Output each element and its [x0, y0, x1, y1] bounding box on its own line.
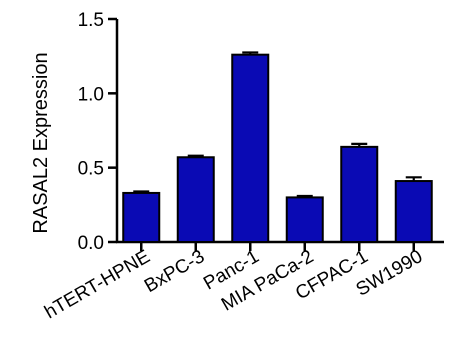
y-tick-label: 0.0	[78, 233, 104, 254]
x-tick-label: BxPC-3	[141, 246, 208, 297]
bar	[122, 191, 161, 244]
y-ticks: 0.0 0.5 1.0 1.5	[78, 10, 117, 254]
bar	[176, 156, 215, 243]
y-tick-label: 0.5	[78, 159, 104, 180]
y-tick-label: 1.0	[78, 84, 104, 105]
bar	[394, 180, 433, 243]
bars	[122, 51, 433, 244]
y-axis-label: RASAL2 Expression	[30, 52, 52, 233]
x-tick-label: hTERT-HPNE	[41, 246, 154, 323]
y-tick-label: 1.5	[78, 10, 104, 31]
bar	[340, 145, 379, 243]
bar	[285, 196, 324, 243]
bar	[231, 53, 270, 244]
